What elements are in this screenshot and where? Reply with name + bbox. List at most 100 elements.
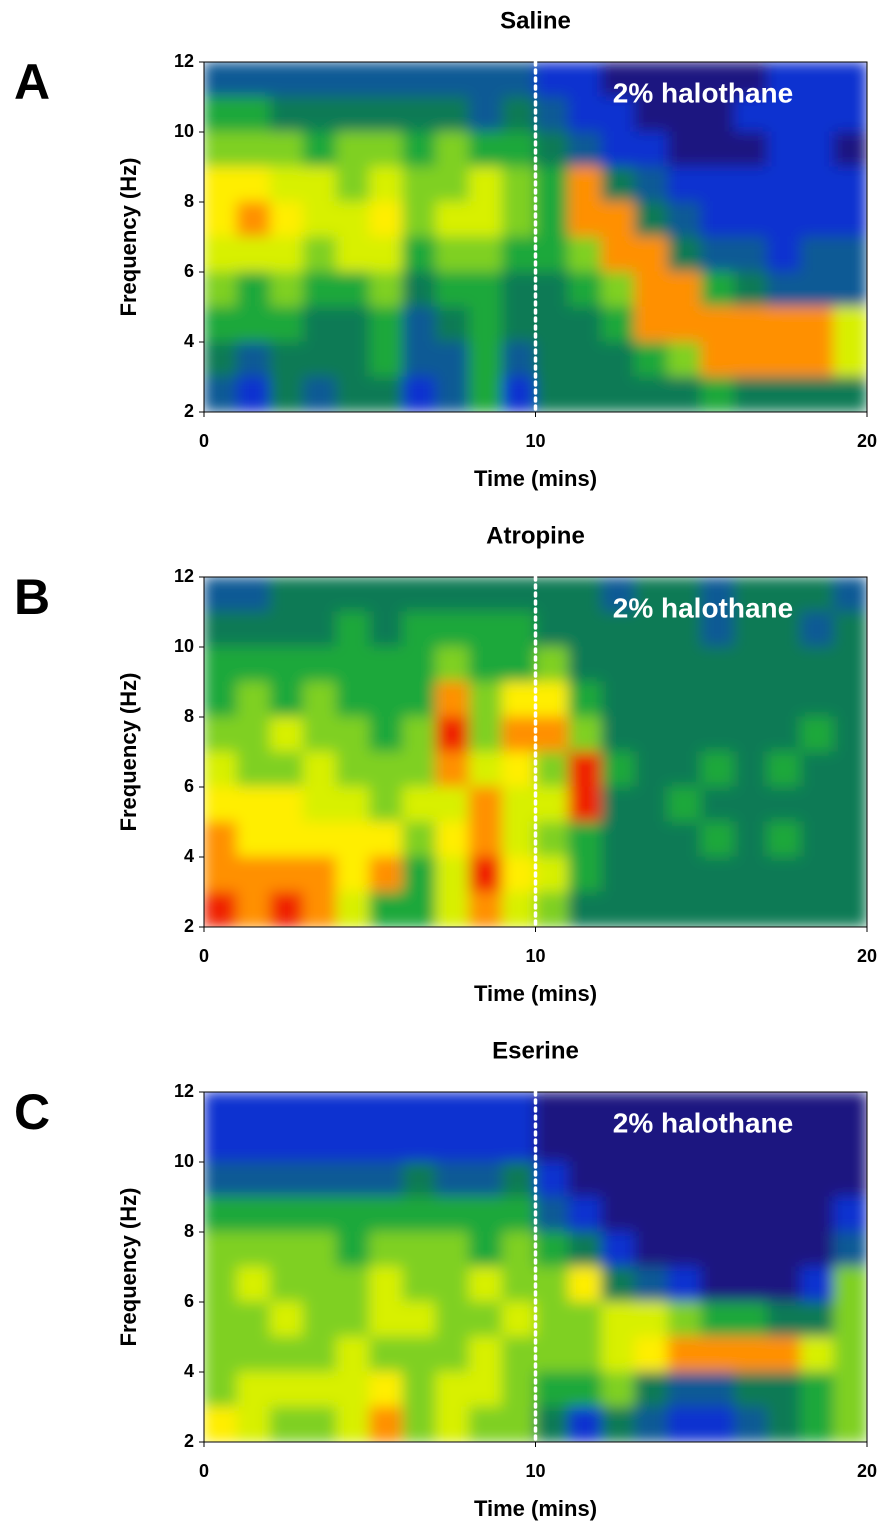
heat-cell bbox=[733, 1336, 769, 1373]
heat-cell bbox=[369, 1092, 404, 1128]
heat-cell bbox=[700, 716, 735, 753]
heat-cell bbox=[468, 716, 503, 753]
heat-cell bbox=[435, 891, 470, 927]
heat-cell bbox=[800, 1406, 835, 1442]
heat-cell bbox=[568, 1126, 603, 1163]
heat-cell bbox=[236, 856, 271, 893]
heat-cell bbox=[733, 1301, 769, 1338]
heat-cell bbox=[369, 891, 404, 927]
heat-cell bbox=[236, 716, 271, 753]
heat-cell bbox=[468, 236, 503, 273]
heat-cell bbox=[833, 201, 867, 238]
heat-cell bbox=[833, 577, 867, 613]
heat-cell bbox=[601, 1266, 636, 1303]
heat-cell bbox=[269, 1126, 304, 1163]
heat-cell bbox=[833, 1196, 867, 1233]
heatmap bbox=[204, 62, 867, 412]
heat-cell bbox=[269, 611, 304, 648]
heat-cell bbox=[535, 577, 570, 613]
heat-cell bbox=[336, 1092, 371, 1128]
panel-label: A bbox=[14, 54, 50, 110]
heat-cell bbox=[634, 891, 669, 927]
y-tick-label: 10 bbox=[174, 1151, 194, 1171]
heat-cell bbox=[833, 786, 867, 823]
heat-cell bbox=[535, 856, 570, 893]
heat-cell bbox=[800, 646, 835, 683]
heat-cell bbox=[634, 1161, 669, 1198]
heat-cell bbox=[634, 271, 669, 308]
heat-cell bbox=[501, 201, 536, 238]
heat-cell bbox=[369, 751, 404, 788]
heat-cell bbox=[733, 751, 769, 788]
heat-cell bbox=[204, 611, 238, 648]
heat-cell bbox=[601, 1196, 636, 1233]
x-tick-label: 10 bbox=[525, 431, 545, 451]
heat-cell bbox=[501, 62, 536, 98]
heat-cell bbox=[501, 1371, 536, 1408]
heat-cell bbox=[568, 62, 603, 98]
heat-cell bbox=[601, 716, 636, 753]
heat-cell bbox=[535, 201, 570, 238]
heat-cell bbox=[833, 236, 867, 273]
heat-cell bbox=[767, 716, 802, 753]
heat-cell bbox=[767, 611, 802, 648]
heat-cell bbox=[402, 1126, 437, 1163]
heat-cell bbox=[468, 306, 503, 343]
heat-cell bbox=[800, 1336, 835, 1373]
heat-cell bbox=[568, 1371, 603, 1408]
heat-cell bbox=[535, 646, 570, 683]
heat-cell bbox=[204, 1196, 238, 1233]
heat-cell bbox=[800, 856, 835, 893]
heat-cell bbox=[568, 1092, 603, 1128]
y-tick-label: 4 bbox=[184, 846, 194, 866]
x-tick-label: 0 bbox=[199, 431, 209, 451]
heat-cell bbox=[833, 716, 867, 753]
heat-cell bbox=[468, 1231, 503, 1268]
heat-cell bbox=[236, 271, 271, 308]
heat-cell bbox=[302, 1301, 338, 1338]
heat-cell bbox=[402, 1336, 437, 1373]
heat-cell bbox=[302, 1092, 338, 1128]
heat-cell bbox=[302, 131, 338, 168]
heat-cell bbox=[336, 166, 371, 203]
heat-cell bbox=[601, 1161, 636, 1198]
heat-cell bbox=[236, 891, 271, 927]
heat-cell bbox=[535, 271, 570, 308]
heat-cell bbox=[468, 611, 503, 648]
y-tick-label: 12 bbox=[174, 51, 194, 71]
heat-cell bbox=[733, 271, 769, 308]
heat-cell bbox=[535, 306, 570, 343]
heat-cell bbox=[568, 821, 603, 858]
y-tick-label: 8 bbox=[184, 1221, 194, 1241]
heat-cell bbox=[733, 1196, 769, 1233]
heat-cell bbox=[302, 1336, 338, 1373]
heat-cell bbox=[568, 1196, 603, 1233]
heat-cell bbox=[833, 1126, 867, 1163]
heat-cell bbox=[700, 891, 735, 927]
heat-cell bbox=[800, 376, 835, 412]
heat-cell bbox=[601, 341, 636, 378]
heat-cell bbox=[800, 166, 835, 203]
heat-cell bbox=[336, 201, 371, 238]
y-tick-label: 2 bbox=[184, 401, 194, 421]
heat-cell bbox=[269, 1406, 304, 1442]
heat-cell bbox=[833, 1231, 867, 1268]
heat-cell bbox=[733, 96, 769, 133]
heat-cell bbox=[336, 1126, 371, 1163]
plot-area bbox=[204, 1092, 867, 1442]
heat-cell bbox=[269, 577, 304, 613]
heat-cell bbox=[535, 1126, 570, 1163]
heat-cell bbox=[634, 821, 669, 858]
heat-cell bbox=[468, 376, 503, 412]
heat-cell bbox=[767, 891, 802, 927]
heat-cell bbox=[700, 376, 735, 412]
heat-cell bbox=[435, 1196, 470, 1233]
heat-cell bbox=[369, 341, 404, 378]
heat-cell bbox=[204, 1231, 238, 1268]
heat-cell bbox=[800, 1371, 835, 1408]
y-tick-label: 6 bbox=[184, 1291, 194, 1311]
heat-cell bbox=[302, 1196, 338, 1233]
heat-cell bbox=[767, 1371, 802, 1408]
heat-cell bbox=[667, 716, 702, 753]
heat-cell bbox=[468, 1336, 503, 1373]
